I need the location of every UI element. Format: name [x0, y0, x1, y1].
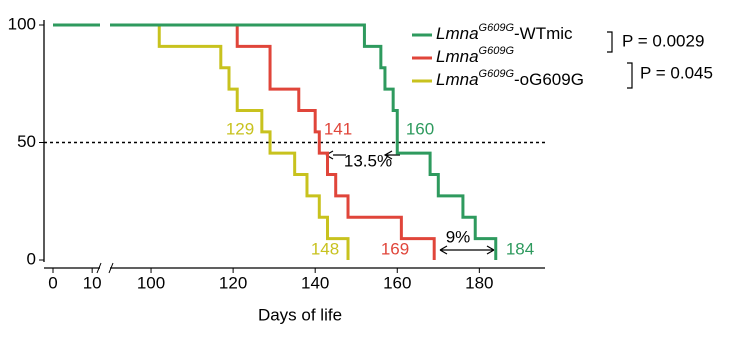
x-tick-label: 10 — [83, 273, 102, 292]
annotation: 148 — [311, 239, 339, 258]
annotation: 13.5% — [344, 151, 392, 170]
legend-suffix: -WTmic — [514, 24, 573, 43]
legend-suffix: -oG609G — [514, 70, 584, 89]
y-tick-label: 100 — [8, 14, 36, 33]
annotation: 160 — [406, 119, 434, 138]
x-tick-label: 0 — [48, 273, 57, 292]
annotation: 184 — [506, 239, 534, 258]
annotation: 129 — [226, 119, 254, 138]
annotation: 9% — [446, 227, 471, 246]
p-value: P = 0.0029 — [622, 31, 704, 50]
legend-entry: LmnaG609G-oG609G — [436, 68, 584, 90]
y-tick-label: 0 — [27, 249, 36, 268]
annotation: 169 — [381, 239, 409, 258]
arrow — [325, 150, 400, 160]
x-tick-label: 140 — [301, 273, 329, 292]
p-value: P = 0.045 — [640, 63, 713, 82]
legend-superscript: G609G — [479, 68, 515, 80]
legend-name: Lmna — [436, 47, 479, 66]
legend-superscript: G609G — [479, 22, 515, 34]
x-tick-label: 100 — [137, 273, 165, 292]
legend-name: Lmna — [436, 24, 479, 43]
survival-line — [53, 23, 498, 260]
x-tick-label: 120 — [219, 273, 247, 292]
x-tick-label: 160 — [383, 273, 411, 292]
axis-break — [96, 262, 114, 274]
annotation: 141 — [324, 119, 352, 138]
legend-superscript: G609G — [479, 45, 515, 57]
x-tick-label: 180 — [465, 273, 493, 292]
comparison-bracket — [607, 31, 633, 89]
legend-entry: LmnaG609G — [436, 45, 514, 67]
legend-name: Lmna — [436, 70, 479, 89]
x-axis-label: Days of life — [258, 305, 342, 324]
y-tick-label: 50 — [17, 132, 36, 151]
legend-entry: LmnaG609G-WTmic — [436, 22, 573, 44]
arrow — [439, 245, 495, 255]
